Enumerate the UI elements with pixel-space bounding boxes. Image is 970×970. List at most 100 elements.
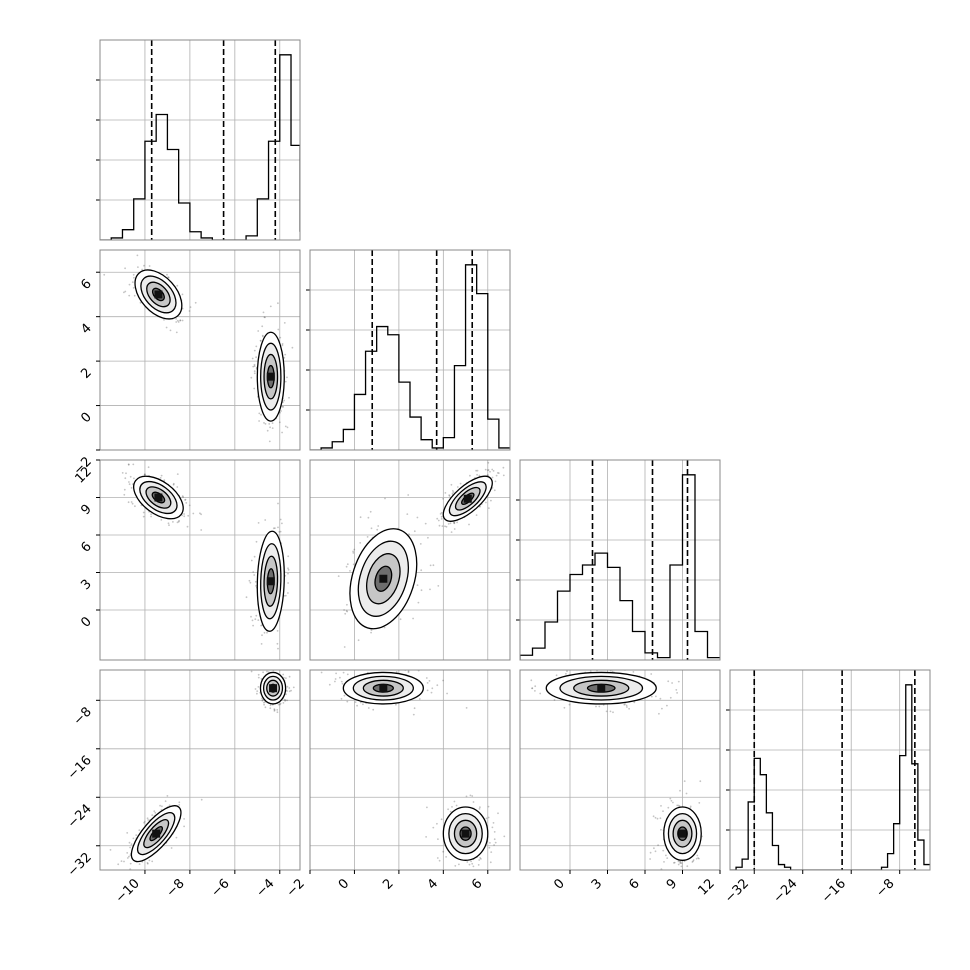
sample-point (263, 703, 265, 706)
sample-point (264, 706, 267, 709)
sample-point (657, 844, 659, 846)
sample-point (255, 614, 258, 617)
sample-point (451, 489, 454, 492)
sample-point (440, 511, 443, 514)
density-peak (379, 574, 388, 583)
scatter-panel-0-3: −10 −8 −6 −4 −32 −24 −16 −8 (65, 661, 301, 906)
sample-point (256, 690, 259, 692)
sample-point (178, 804, 181, 806)
sample-point (281, 344, 284, 347)
sample-point (286, 685, 289, 688)
sample-point (183, 513, 186, 515)
sample-point (658, 712, 660, 715)
sample-point (334, 680, 336, 683)
sample-point (666, 857, 669, 859)
sample-point (167, 276, 170, 279)
sample-point (127, 463, 130, 466)
sample-point (168, 524, 170, 527)
sample-point (287, 661, 289, 663)
sample-point (261, 697, 263, 700)
sample-point (287, 567, 289, 570)
sample-point (493, 831, 496, 833)
sample-point (147, 819, 150, 821)
sample-point (133, 294, 136, 297)
sample-point (283, 356, 286, 359)
sample-point (437, 838, 439, 840)
sample-point (134, 505, 136, 508)
sample-point (470, 860, 472, 863)
histogram-step (730, 684, 930, 870)
sample-point (250, 376, 253, 379)
sample-point (485, 817, 488, 820)
sample-point (273, 709, 276, 711)
sample-point (176, 319, 179, 322)
sample-point (486, 469, 489, 472)
sample-point (671, 682, 673, 684)
sample-point (281, 522, 283, 525)
sample-point (248, 579, 251, 582)
sample-point (649, 858, 651, 860)
sample-point (652, 815, 655, 818)
x-tick-label: −24 (771, 876, 801, 906)
sample-point (436, 857, 439, 859)
sample-point (490, 851, 493, 853)
sample-point (370, 629, 373, 631)
sample-point (654, 850, 657, 853)
sample-point (284, 594, 287, 597)
sample-point (169, 329, 172, 332)
sample-point (132, 287, 135, 289)
sample-point (259, 340, 262, 342)
sample-point (138, 863, 141, 865)
sample-point (663, 861, 665, 863)
sample-point (260, 624, 262, 627)
sample-point (278, 531, 281, 533)
sample-point (167, 276, 170, 279)
sample-point (279, 702, 282, 705)
sample-point (359, 516, 362, 519)
sample-point (253, 370, 256, 373)
sample-point (160, 519, 163, 521)
sample-point (175, 331, 178, 334)
sample-point (692, 859, 695, 861)
sample-point (253, 349, 256, 352)
sample-point (449, 810, 452, 813)
x-tick-label: −16 (819, 876, 849, 906)
sample-point (279, 667, 281, 669)
sample-point (163, 319, 165, 321)
sample-point (598, 705, 601, 708)
density-peak (154, 493, 163, 502)
sample-point (141, 268, 144, 271)
sample-point (487, 474, 489, 477)
sample-point (496, 472, 499, 474)
sample-point (277, 502, 279, 505)
sample-point (123, 488, 126, 491)
sample-point (489, 861, 492, 864)
sample-point (425, 836, 427, 838)
panel-frame (99, 669, 301, 871)
sample-point (453, 522, 456, 525)
sample-point (487, 469, 490, 471)
y-tick-label: 4 (78, 321, 94, 337)
sample-point (407, 494, 410, 496)
sample-point (172, 482, 175, 485)
x-tick-label: 9 (664, 876, 680, 892)
sample-point (263, 631, 266, 634)
panel-frame (519, 669, 721, 871)
x-tick-label: 6 (469, 876, 485, 892)
sample-point (429, 564, 432, 567)
density-peak (379, 684, 388, 693)
sample-point (181, 293, 184, 296)
sample-point (288, 675, 291, 678)
sample-point (695, 857, 698, 860)
sample-point (628, 707, 630, 710)
sample-point (286, 426, 289, 429)
sample-point (262, 671, 264, 674)
sample-point (284, 700, 286, 702)
sample-point (131, 502, 134, 505)
sample-point (250, 559, 253, 562)
sample-point (484, 468, 487, 471)
sample-point (284, 353, 287, 356)
sample-point (132, 463, 135, 466)
sample-point (683, 780, 686, 782)
sample-point (611, 670, 614, 673)
